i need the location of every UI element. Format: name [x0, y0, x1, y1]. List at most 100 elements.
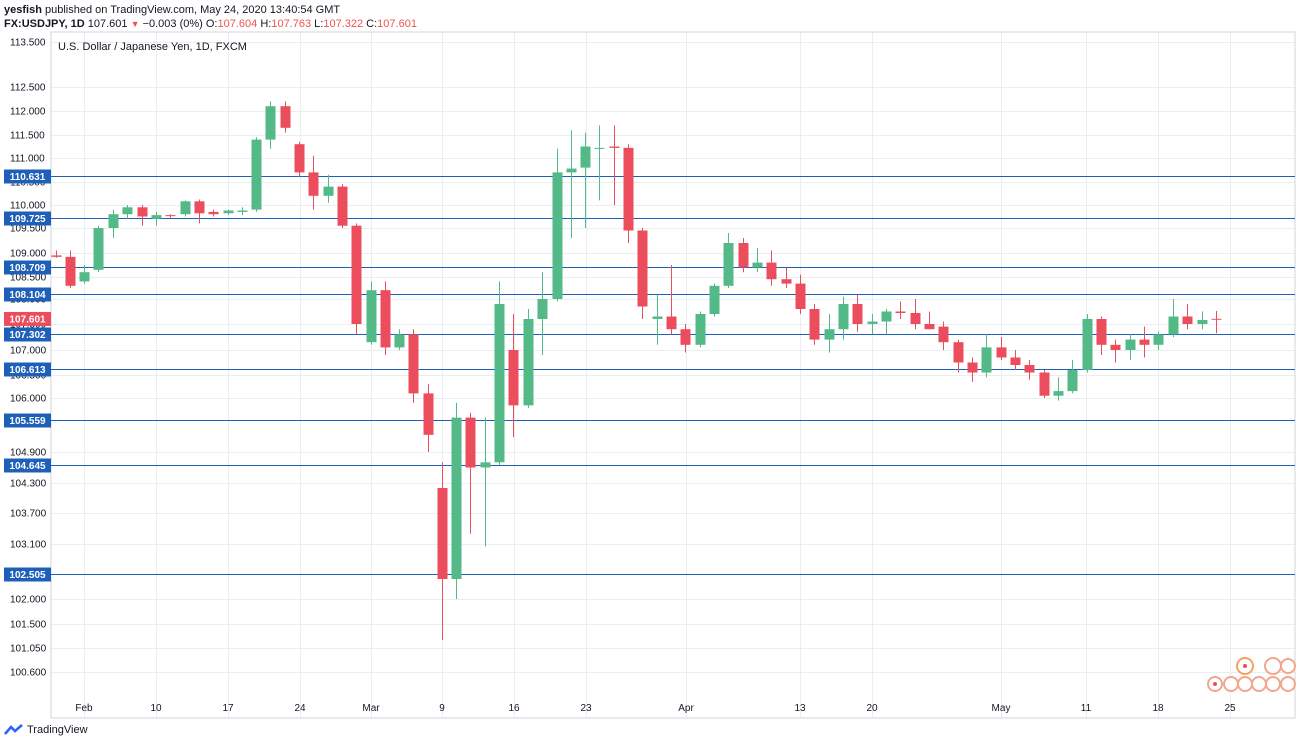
- candle-body: [408, 334, 419, 394]
- price-tick-label: 101.050: [10, 644, 47, 655]
- candle: [337, 184, 348, 228]
- high-value: 107.763: [271, 18, 312, 30]
- candle-body: [981, 347, 992, 373]
- candle-body: [1010, 357, 1021, 365]
- event-marker-icon[interactable]: [1237, 676, 1253, 692]
- candle-body: [795, 283, 806, 309]
- candle-body: [280, 106, 291, 128]
- candle: [623, 144, 634, 243]
- candle-body: [165, 215, 176, 217]
- candle: [180, 200, 191, 217]
- event-marker-icon[interactable]: [1280, 658, 1296, 674]
- price-tick-label: 101.500: [10, 620, 47, 631]
- candle: [1125, 334, 1136, 360]
- low-label: L:: [314, 18, 324, 30]
- candle-body: [881, 311, 892, 322]
- candle: [294, 141, 305, 178]
- candle-body: [566, 168, 577, 173]
- price-tick-label: 113.500: [10, 38, 46, 49]
- candle: [723, 233, 734, 288]
- candle-body: [93, 228, 104, 270]
- candle-body: [552, 172, 563, 299]
- time-axis[interactable]: Feb 10 17 24 Mar 9 16 23 Apr 13 20 May 11 18 25: [75, 703, 1236, 714]
- candle: [108, 209, 119, 238]
- candle: [1039, 370, 1050, 398]
- candle-body: [1110, 344, 1121, 350]
- open-value: 107.604: [217, 18, 258, 30]
- level-price-tag: [4, 567, 51, 582]
- candle: [594, 125, 605, 201]
- candle: [738, 238, 749, 273]
- candle-body: [838, 304, 849, 330]
- candle-body: [1182, 316, 1193, 324]
- candle-body: [580, 146, 591, 168]
- candle: [666, 265, 677, 335]
- candle: [695, 311, 706, 348]
- candle-body: [480, 462, 491, 468]
- time-tick-label: 20: [866, 703, 878, 714]
- candle: [852, 294, 863, 332]
- candle-body: [351, 225, 362, 324]
- event-marker-icon[interactable]: [1280, 676, 1296, 692]
- tradingview-logo-text[interactable]: TradingView: [27, 724, 88, 736]
- candle-body: [895, 311, 906, 313]
- level-price-text: 102.505: [9, 570, 46, 581]
- level-price-tag: [4, 362, 51, 377]
- candle: [1168, 299, 1179, 337]
- candle: [1096, 316, 1107, 355]
- candle: [953, 339, 964, 373]
- candle-body: [308, 172, 319, 196]
- event-marker-icon[interactable]: [1265, 676, 1281, 692]
- candle-body: [867, 321, 878, 324]
- price-tick-label: 110.000: [10, 201, 46, 212]
- time-tick-label: Feb: [75, 703, 93, 714]
- candle-body: [1197, 320, 1208, 324]
- candle-body: [494, 304, 505, 463]
- candle: [1139, 326, 1150, 358]
- candle-body: [1096, 319, 1107, 345]
- candle: [1110, 339, 1121, 363]
- candle-body: [1153, 334, 1164, 345]
- candle: [366, 281, 377, 345]
- price-tick-label: 111.000: [10, 154, 45, 165]
- candle: [1197, 311, 1208, 330]
- time-tick-label: Apr: [678, 703, 694, 714]
- candle-body: [51, 255, 62, 257]
- level-price-text: 108.709: [9, 263, 46, 274]
- candle-body: [938, 326, 949, 343]
- candle-body: [695, 314, 706, 345]
- candle: [1053, 377, 1064, 401]
- candle-body: [180, 201, 191, 215]
- price-tick-label: 103.700: [10, 509, 47, 520]
- candle: [552, 148, 563, 302]
- candle-body: [294, 144, 305, 173]
- candle: [1010, 350, 1021, 370]
- candle-body: [265, 106, 276, 140]
- event-marker-icon[interactable]: [1223, 676, 1239, 692]
- candle: [795, 274, 806, 314]
- candle-body: [451, 417, 462, 579]
- candle: [781, 267, 792, 288]
- time-tick-label: May: [992, 703, 1011, 714]
- candle-body: [437, 488, 448, 579]
- time-tick-label: 10: [150, 703, 162, 714]
- candle: [1082, 314, 1093, 373]
- price-tick-label: 100.600: [10, 668, 47, 679]
- candle: [423, 384, 434, 452]
- candle-body: [1139, 339, 1150, 345]
- event-marker-icon[interactable]: [1264, 657, 1282, 675]
- event-marker-icon[interactable]: [1251, 676, 1267, 692]
- high-label: H:: [260, 18, 272, 30]
- event-markers[interactable]: [1207, 657, 1296, 692]
- candle-body: [122, 207, 133, 215]
- open-label: O:: [205, 18, 218, 30]
- candle: [93, 225, 104, 273]
- event-dot-icon: [1243, 664, 1247, 668]
- candle: [1182, 304, 1193, 330]
- candle: [637, 228, 648, 319]
- candle: [122, 205, 133, 219]
- price-axis[interactable]: 113.500112.500112.000111.500111.000110.5…: [10, 38, 47, 679]
- publisher-name[interactable]: yesfish: [4, 4, 42, 16]
- price-tick-label: 109.500: [10, 224, 47, 235]
